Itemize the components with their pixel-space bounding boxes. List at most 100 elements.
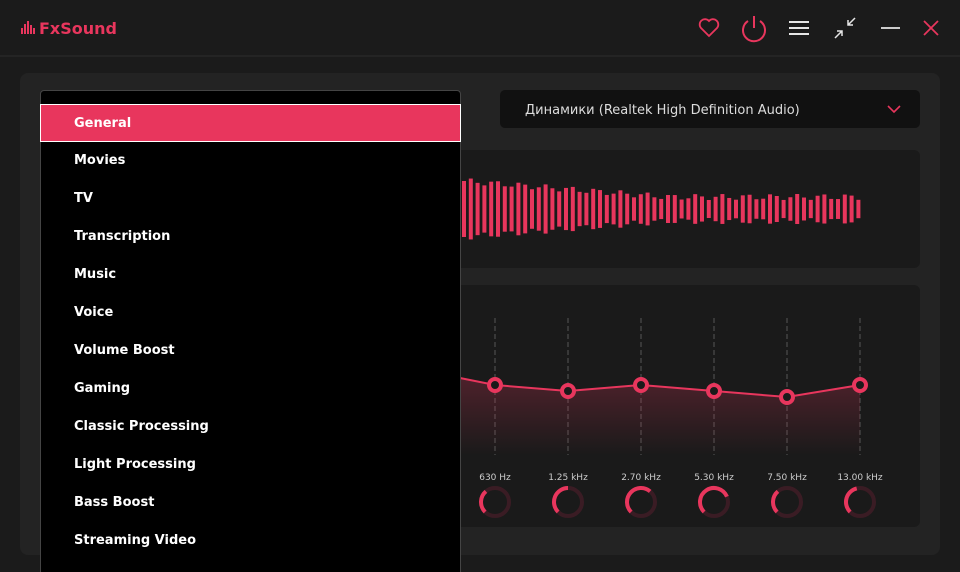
wave-bar xyxy=(686,198,691,220)
wave-bar xyxy=(604,194,609,224)
wave-bar xyxy=(509,186,514,232)
wave-bar xyxy=(713,196,718,222)
preset-item[interactable]: Light Processing xyxy=(74,457,196,472)
knob-arc[interactable] xyxy=(698,486,729,514)
minimize-view-button[interactable] xyxy=(834,17,856,39)
wave-bar xyxy=(795,194,800,224)
preset-item[interactable]: Music xyxy=(74,267,117,282)
knob-arc[interactable] xyxy=(844,486,858,514)
preset-item[interactable]: Bass Boost xyxy=(74,495,155,510)
wave-bar xyxy=(496,181,500,237)
wave-bar xyxy=(781,199,786,219)
wave-bar xyxy=(808,199,813,219)
wave-bar xyxy=(652,197,657,221)
device-select[interactable] xyxy=(500,90,920,128)
wave-bar xyxy=(754,199,759,219)
logo-icon xyxy=(21,21,35,34)
knob-arc[interactable] xyxy=(479,489,488,514)
wave-bar xyxy=(679,199,684,219)
wave-bar xyxy=(720,194,725,224)
wave-bar xyxy=(856,199,861,219)
wave-bar xyxy=(523,184,528,234)
wave-bar xyxy=(564,187,568,231)
eq-handle[interactable] xyxy=(852,377,868,393)
band-label: 1.25 kHz xyxy=(548,473,588,483)
wave-bar xyxy=(768,194,772,224)
preset-item[interactable]: Transcription xyxy=(74,229,171,244)
preset-item[interactable]: TV xyxy=(74,191,93,206)
preset-item[interactable]: General xyxy=(40,104,461,142)
wave-bar xyxy=(502,186,507,232)
eq-handle[interactable] xyxy=(560,383,576,399)
wave-bar xyxy=(536,187,541,231)
band-label: 7.50 kHz xyxy=(767,473,807,483)
eq-area xyxy=(460,378,860,455)
eq-handle[interactable] xyxy=(706,383,722,399)
device-label: Динамики (Realtek High Definition Audio) xyxy=(525,103,800,118)
wave-bar xyxy=(638,194,643,224)
wave-bar xyxy=(482,185,487,233)
wave-bar xyxy=(815,195,820,223)
preset-item[interactable]: Streaming Video xyxy=(74,533,197,548)
wave-bar xyxy=(659,198,664,220)
close-button[interactable] xyxy=(923,20,939,36)
knob-arc[interactable] xyxy=(552,486,569,514)
wave-bar xyxy=(489,181,494,237)
wave-bar xyxy=(740,195,745,223)
wave-bar xyxy=(734,199,738,219)
eq-handle[interactable] xyxy=(487,377,503,393)
wave-bar xyxy=(672,195,677,223)
band-label: 630 Hz xyxy=(479,473,511,483)
menu-button[interactable] xyxy=(789,21,809,35)
wave-bar xyxy=(761,198,766,220)
wave-bar xyxy=(462,181,466,237)
preset-item[interactable]: Movies xyxy=(74,153,126,168)
wave-bar xyxy=(475,182,480,236)
wave-bar xyxy=(632,197,636,221)
wave-bar xyxy=(530,189,534,229)
wave-bar xyxy=(577,191,582,227)
wave-bar xyxy=(611,193,616,225)
wave-bar xyxy=(598,190,602,228)
wave-bar xyxy=(543,184,548,234)
wave-bar xyxy=(693,194,698,224)
wave-bar xyxy=(788,197,793,221)
power-button[interactable] xyxy=(742,16,766,43)
band-label: 2.70 kHz xyxy=(621,473,661,483)
wave-bar xyxy=(829,198,834,220)
knob-arc[interactable] xyxy=(771,489,780,514)
visualizer xyxy=(462,178,861,240)
wave-bar xyxy=(666,194,670,224)
preset-item[interactable]: Volume Boost xyxy=(74,343,175,358)
app-name: FxSound xyxy=(39,19,117,38)
eq-handle[interactable] xyxy=(633,377,649,393)
wave-bar xyxy=(618,190,623,228)
eq-handle[interactable] xyxy=(779,389,795,405)
preset-item[interactable]: Voice xyxy=(74,305,114,320)
wave-bar xyxy=(570,186,575,232)
wave-bar xyxy=(700,196,704,222)
wave-bar xyxy=(849,195,854,223)
wave-bar xyxy=(836,199,840,219)
favorite-button[interactable] xyxy=(698,18,720,38)
wave-bar xyxy=(822,194,827,224)
wave-bar xyxy=(727,197,732,221)
knob-arc[interactable] xyxy=(625,486,652,514)
wave-bar xyxy=(842,194,847,224)
band-label: 5.30 kHz xyxy=(694,473,734,483)
wave-bar xyxy=(516,182,521,236)
preset-item[interactable]: Classic Processing xyxy=(74,419,209,434)
wave-bar xyxy=(774,196,779,222)
wave-bar xyxy=(591,188,596,230)
wave-bar xyxy=(625,193,630,225)
wave-bar xyxy=(645,192,650,226)
wave-bar xyxy=(706,199,711,219)
wave-bar xyxy=(584,192,589,226)
wave-bar xyxy=(468,178,473,240)
wave-bar xyxy=(557,191,562,227)
preset-item[interactable]: Gaming xyxy=(74,381,131,396)
wave-bar xyxy=(747,194,752,224)
preset-dropdown: General Movies TV Transcription Music Voice Vo… xyxy=(40,90,461,572)
band-label: 13.00 kHz xyxy=(837,473,883,483)
